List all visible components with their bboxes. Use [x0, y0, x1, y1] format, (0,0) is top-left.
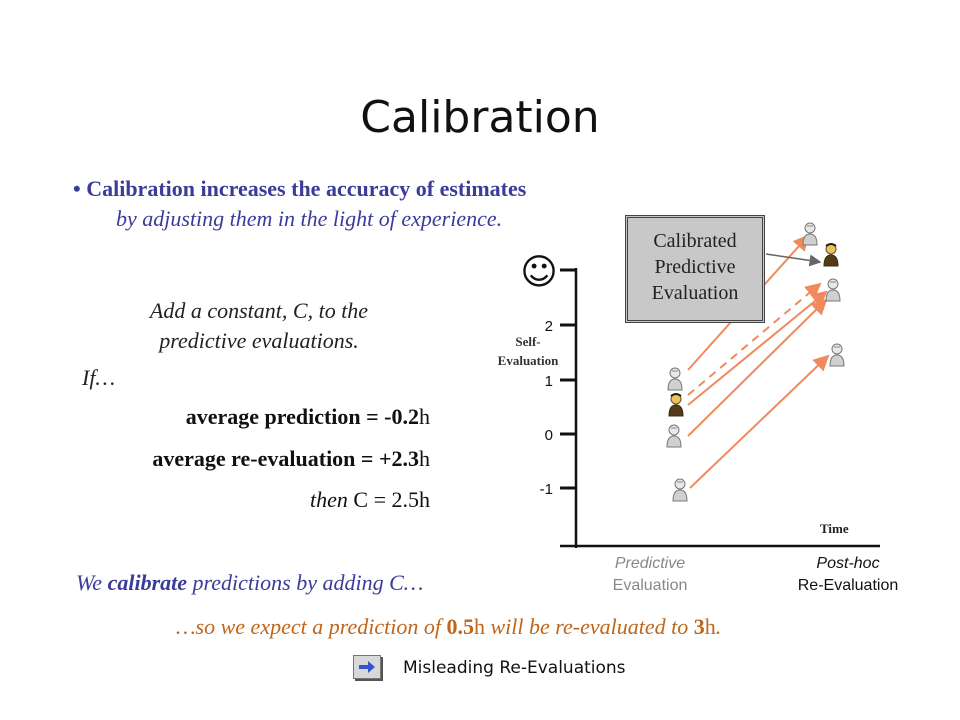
bullet-point-line2: by adjusting them in the light of experi… [116, 206, 503, 231]
slide-title: Calibration [360, 92, 600, 143]
if-text: If… [82, 365, 115, 390]
equation-average-reevaluation: average re-evaluation = +2.3h [70, 446, 430, 472]
calibrated-arrow-dashed [687, 282, 822, 396]
equation-then: then [310, 487, 348, 512]
equation-eq: = [373, 487, 386, 512]
equation-constant-c: then C = 2.5h [70, 487, 430, 513]
calibrated-evaluation-callout: Calibrated Predictive Evaluation [625, 215, 765, 323]
equation-unit: h [419, 404, 430, 429]
calibrate-pre: We [76, 570, 103, 595]
bullet-point-line1: • Calibration increases the accuracy of … [73, 176, 527, 201]
person-dark-icon [823, 243, 839, 267]
person-icon [829, 343, 845, 367]
instruction-line1: Add a constant, C, to the [149, 298, 369, 323]
y-axis-label: Self- Evaluation [482, 332, 574, 370]
y-tick-label: 0 [545, 427, 553, 444]
next-slide-button[interactable] [353, 655, 381, 679]
person-icon [672, 478, 688, 502]
smiley-icon: ☺ [520, 252, 558, 293]
x-axis-left-line2: Evaluation [612, 577, 688, 594]
equation-label: average prediction = [185, 404, 379, 429]
calibrate-sentence: We calibrate predictions by adding C… [76, 570, 423, 596]
x-axis-right-line1: Post-hoc [816, 555, 880, 572]
person-icon [666, 424, 682, 448]
expect-end: . [715, 614, 722, 639]
calibrate-bold: calibrate [107, 570, 188, 595]
instruction-line2: predictive evaluations. [159, 328, 359, 353]
expect-mid: will be re-evaluated to [490, 614, 689, 639]
evaluation-arrow [689, 354, 830, 489]
evaluation-arrow [687, 290, 828, 406]
equation-value: +2.3 [378, 446, 419, 471]
person-dark-icon [668, 393, 684, 417]
y-axis-label-line2: Evaluation [497, 353, 559, 368]
x-axis-left-line1: Predictive [614, 555, 686, 572]
arrow-right-icon [359, 661, 375, 673]
evaluation-arrow [687, 298, 828, 437]
expect-value1: 0.5 [446, 614, 474, 639]
y-tick-label: -1 [540, 481, 553, 498]
person-icon [667, 367, 683, 391]
next-slide-link[interactable]: Misleading Re-Evaluations [403, 658, 626, 678]
x-axis-right-label: Post-hoc Re-Evaluation [778, 553, 918, 597]
equation-unit: h [419, 446, 430, 471]
callout-line2: Predictive [654, 256, 736, 278]
y-tick-label: 1 [545, 373, 553, 390]
expect-pre: …so we expect a prediction of [176, 614, 441, 639]
callout-line1: Calibrated [653, 230, 737, 252]
calibrate-post: predictions by adding C… [192, 570, 424, 595]
person-icon [825, 278, 841, 302]
x-axis-label: Time [820, 521, 849, 536]
expectation-sentence: …so we expect a prediction of 0.5h will … [176, 614, 721, 640]
y-tick-label: 2 [545, 318, 553, 335]
equation-var: C [353, 487, 369, 512]
equation-value: -0.2 [384, 404, 419, 429]
person-icon [802, 222, 818, 246]
expect-unit2: h [704, 614, 716, 639]
callout-connector [765, 253, 822, 267]
x-axis-left-label: Predictive Evaluation [590, 553, 710, 597]
callout-line3: Evaluation [651, 282, 739, 304]
equation-average-prediction: average prediction = -0.2h [70, 404, 430, 430]
expect-value2: 3 [693, 614, 705, 639]
equation-label: average re-evaluation = [152, 446, 374, 471]
x-axis-right-line2: Re-Evaluation [797, 577, 899, 594]
equation-value: 2.5 [391, 487, 420, 512]
equation-unit: h [419, 487, 430, 512]
expect-unit1: h [473, 614, 485, 639]
y-axis-label-line1: Self- [515, 334, 541, 349]
